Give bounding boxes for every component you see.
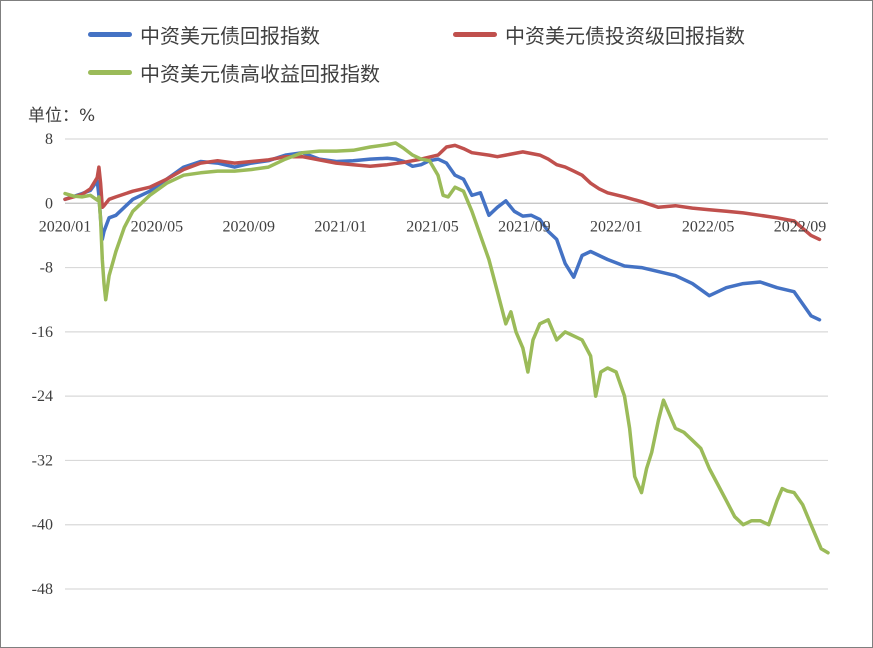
unit-label: 单位：%	[28, 106, 96, 126]
y-tick-label: 0	[45, 195, 53, 212]
x-tick-label: 2021/01	[314, 218, 366, 235]
y-tick-label: -32	[32, 452, 53, 469]
legend-swatch-series-3	[88, 70, 132, 75]
legend-label-series-2: 中资美元债投资级回报指数	[505, 24, 745, 48]
series-line-2	[63, 143, 822, 242]
y-tick-label: -40	[32, 517, 53, 534]
x-tick-label: 2020/05	[131, 218, 183, 235]
y-tick-label: -8	[40, 260, 53, 277]
legend-item-series-2: 中资美元债投资级回报指数	[453, 20, 745, 49]
x-tick-label: 2022/01	[590, 218, 642, 235]
x-tick-label: 2021/05	[406, 218, 458, 235]
series-lines	[63, 141, 830, 555]
x-tick-label: 2022/09	[774, 218, 826, 235]
legend-swatch-series-2	[453, 32, 497, 37]
gridlines	[65, 138, 828, 590]
series-line-3	[63, 141, 830, 555]
x-tick-label: 2020/09	[223, 218, 275, 235]
legend-label-series-3: 中资美元债高收益回报指数	[140, 62, 380, 86]
legend-item-series-1: 中资美元债回报指数	[88, 20, 320, 49]
y-tick-label: 8	[45, 131, 53, 148]
y-tick-label: -16	[32, 324, 53, 341]
y-tick-label: -48	[32, 581, 53, 598]
legend-item-series-3: 中资美元债高收益回报指数	[88, 58, 380, 87]
series-line-1	[63, 150, 822, 322]
x-axis-tick-labels: 2020/01 2020/05 2020/09 2021/01 2021/05 2021/…	[39, 218, 826, 235]
y-tick-label: -24	[32, 388, 53, 405]
x-tick-label: 2022/05	[682, 218, 734, 235]
y-axis-tick-labels: 8 0 -8 -16 -24 -32 -40 -48	[32, 131, 53, 598]
legend-swatch-series-1	[88, 32, 132, 37]
x-tick-label: 2020/01	[39, 218, 91, 235]
legend-label-series-1: 中资美元债回报指数	[140, 24, 320, 48]
x-tick-label: 2021/09	[498, 218, 550, 235]
